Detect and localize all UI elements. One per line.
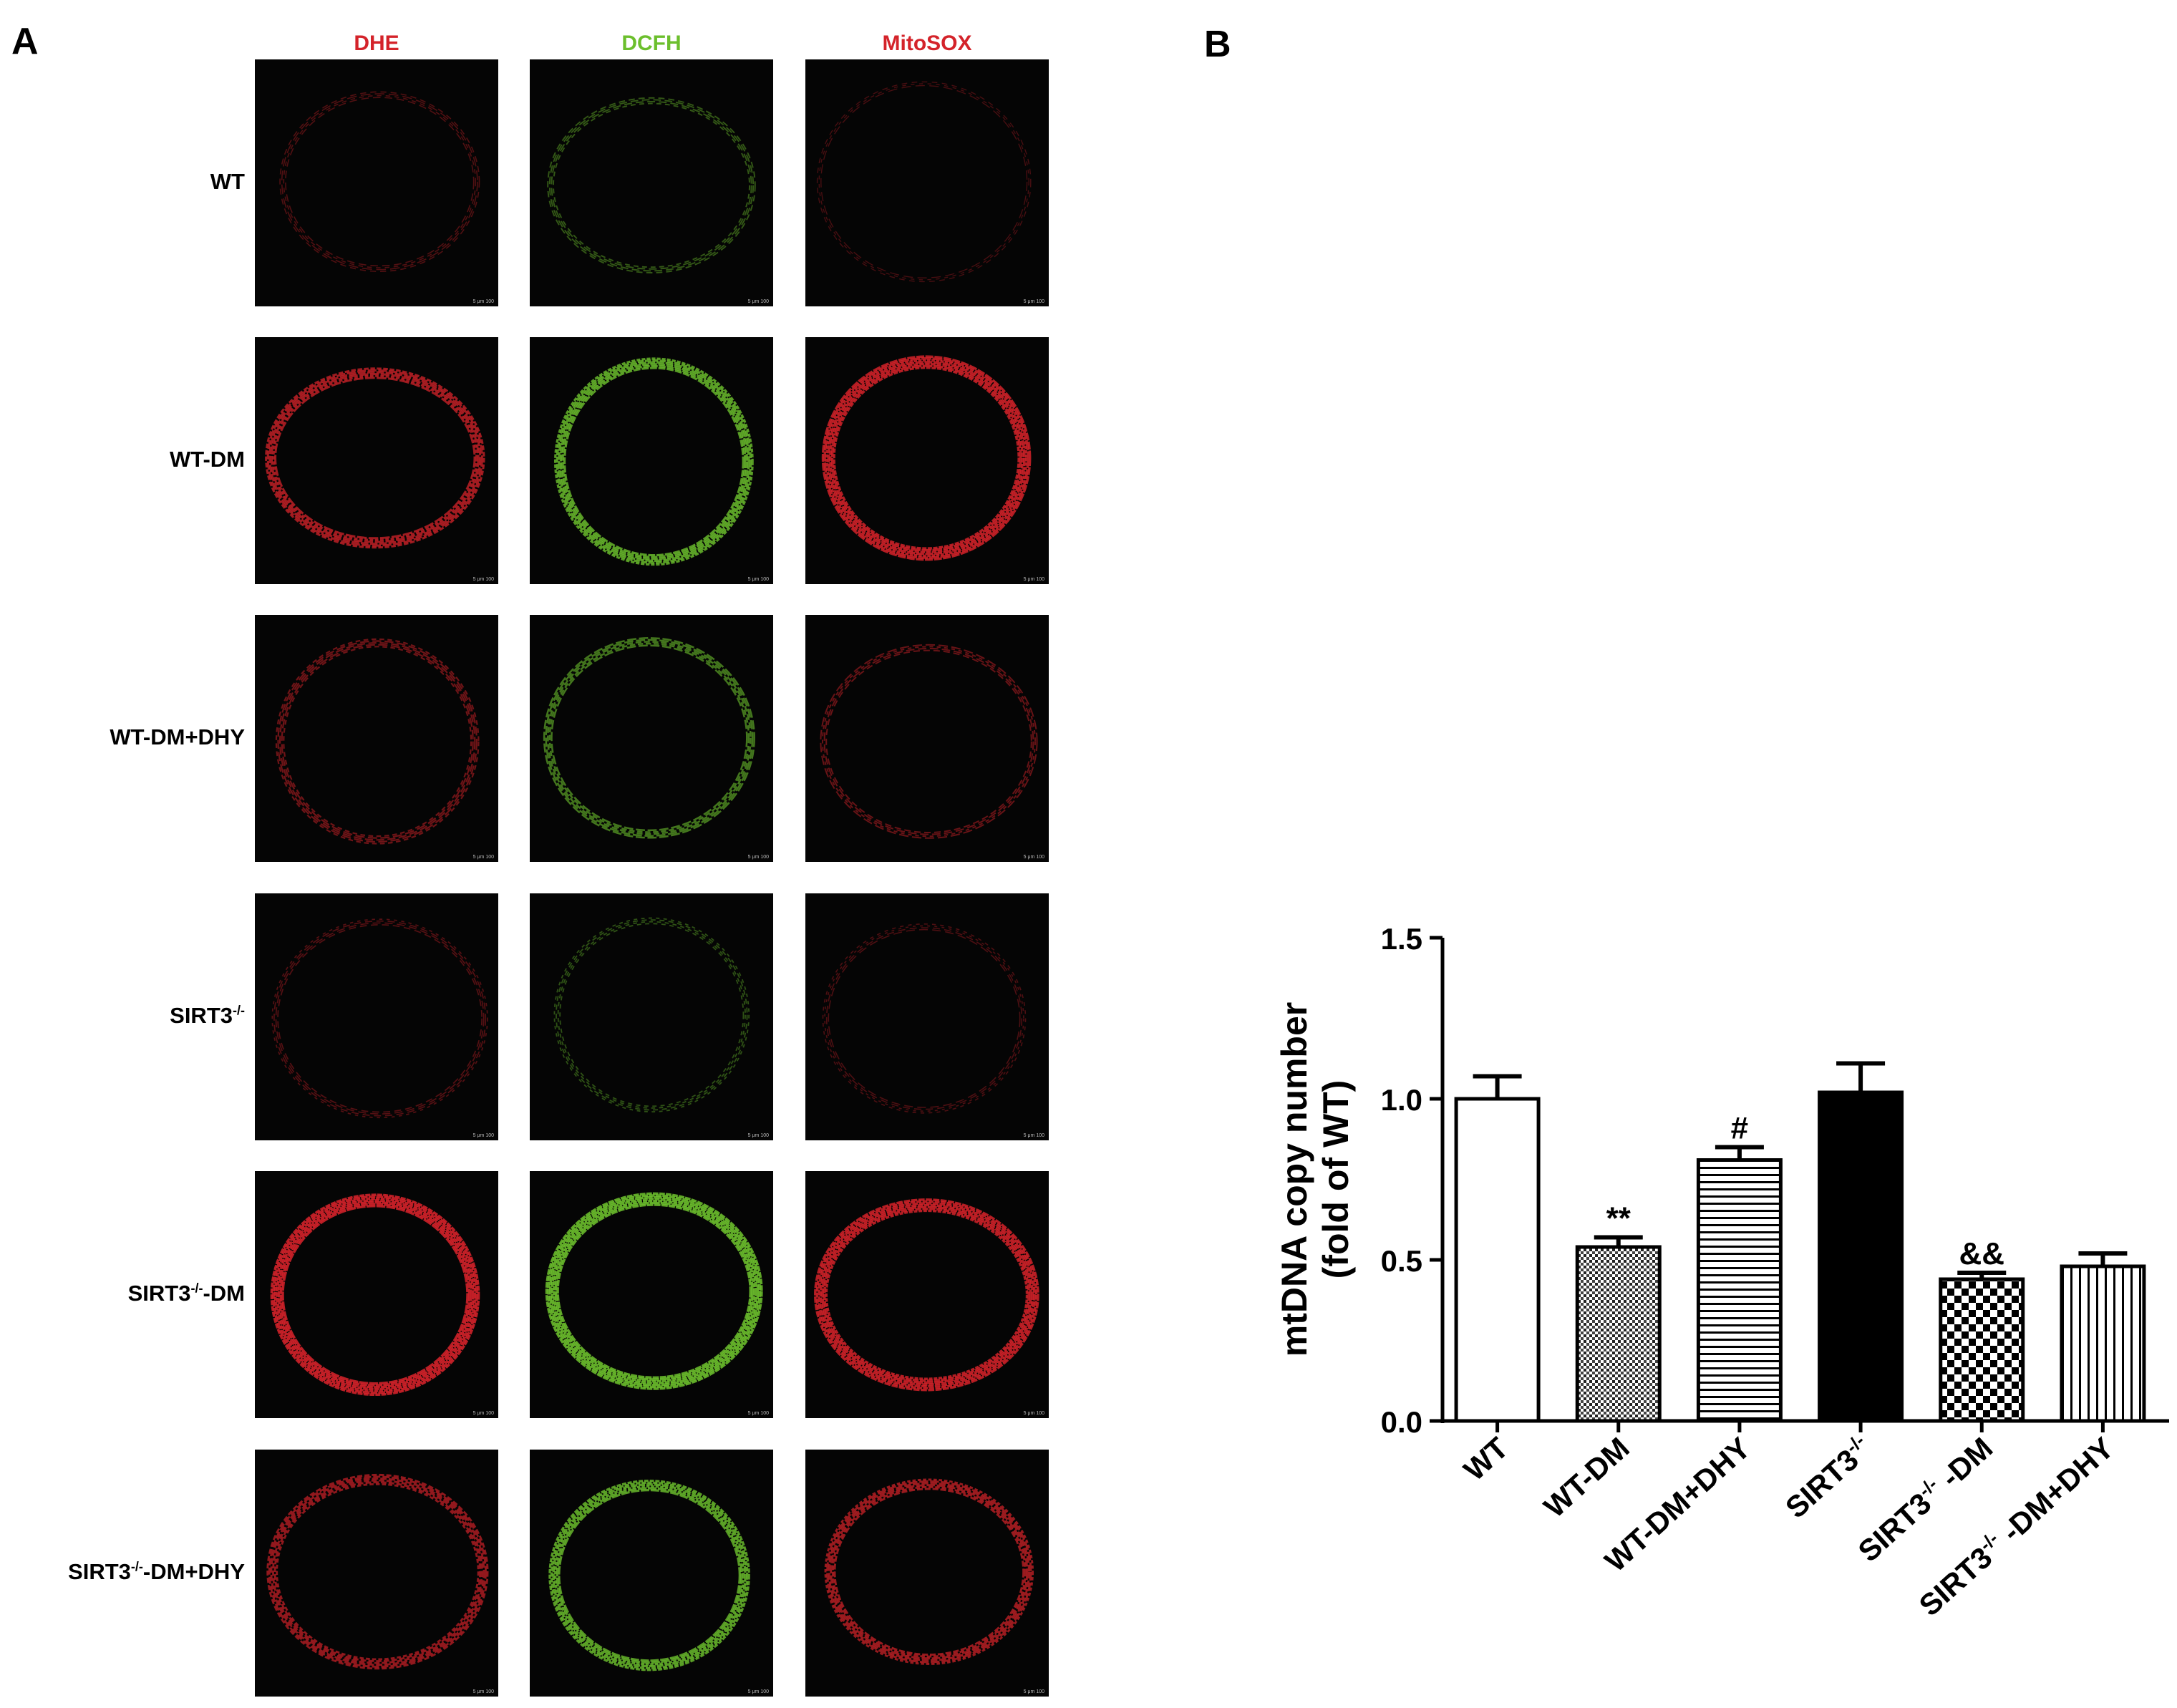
y-tick-label: 0.0 — [1381, 1405, 1422, 1439]
scale-bar-text: 5 μm 100 — [472, 299, 494, 304]
scale-bar-text: 5 μm 100 — [747, 855, 769, 860]
scale-bar-text: 5 μm 100 — [747, 577, 769, 582]
micrograph-dcfh-row-4: 5 μm 100 — [530, 893, 773, 1140]
micrograph-dcfh-row-2: 5 μm 100 — [530, 337, 773, 584]
x-tick-label-2: WT-DM — [1538, 1431, 1636, 1524]
micrograph-dhe-row-1: 5 μm 100 — [255, 59, 498, 306]
bars: ** # && — [1454, 1061, 2146, 1432]
row-label-3: WT-DM+DHY — [110, 724, 245, 749]
panel-b-letter: B — [1204, 24, 1231, 65]
y-tick-label: 0.5 — [1381, 1244, 1422, 1278]
bar-5 — [1939, 1277, 2025, 1423]
column-header-dhe: DHE — [354, 31, 399, 55]
row-label-2: WT-DM — [169, 446, 245, 472]
scale-bar-text: 5 μm 100 — [747, 1411, 769, 1416]
bar-chart-svg: mtDNA copy number (fold of WT) 0.0 0.5 1.0 1… — [1274, 922, 2169, 1622]
axes: 0.0 0.5 1.0 1.5 — [1381, 922, 2169, 1439]
scale-bar-text: 5 μm 100 — [472, 577, 494, 582]
panel-a-letter: A — [11, 21, 39, 62]
micrograph-mitosox-row-5: 5 μm 100 — [805, 1171, 1049, 1418]
vessel-ring-image — [255, 893, 498, 1140]
y-axis-label: mtDNA copy number (fold of WT) — [1274, 1002, 1356, 1357]
bar-3 — [1696, 1158, 1783, 1423]
scale-bar-text: 5 μm 100 — [472, 1133, 494, 1138]
scale-bar-text: 5 μm 100 — [747, 1133, 769, 1138]
micrograph-mitosox-row-1: 5 μm 100 — [805, 59, 1049, 306]
y-tick-label: 1.5 — [1381, 922, 1422, 956]
bar-1 — [1454, 1097, 1541, 1423]
y-axis-title-line-1: mtDNA copy number — [1274, 1002, 1314, 1357]
vessel-ring-image — [805, 1171, 1049, 1418]
micrograph-dhe-row-3: 5 μm 100 — [255, 615, 498, 862]
row-label-5: SIRT3-/--DM — [127, 1280, 245, 1306]
vessel-ring-image — [805, 615, 1049, 862]
vessel-ring-image — [530, 1450, 773, 1697]
micrograph-dhe-row-4: 5 μm 100 — [255, 893, 498, 1140]
scale-bar-text: 5 μm 100 — [1023, 1689, 1044, 1694]
vessel-ring-image — [255, 337, 498, 584]
row-label-4: SIRT3-/- — [170, 1002, 245, 1028]
row-label-1: WT — [210, 168, 245, 194]
scale-bar-text: 5 μm 100 — [747, 299, 769, 304]
micrograph-mitosox-row-4: 5 μm 100 — [805, 893, 1049, 1140]
column-header-mitosox: MitoSOX — [882, 31, 972, 55]
significance-label-2: ** — [1606, 1201, 1631, 1236]
bar-4 — [1818, 1090, 1904, 1423]
micrograph-dhe-row-2: 5 μm 100 — [255, 337, 498, 584]
micrograph-dcfh-row-1: 5 μm 100 — [530, 59, 773, 306]
scale-bar-text: 5 μm 100 — [472, 1689, 494, 1694]
scale-bar-text: 5 μm 100 — [1023, 299, 1044, 304]
micrograph-dcfh-row-3: 5 μm 100 — [530, 615, 773, 862]
scale-bar-text: 5 μm 100 — [1023, 577, 1044, 582]
micrograph-mitosox-row-3: 5 μm 100 — [805, 615, 1049, 862]
row-label-6: SIRT3-/--DM+DHY — [68, 1558, 245, 1584]
scale-bar-text: 5 μm 100 — [472, 1411, 494, 1416]
scale-bar-text: 5 μm 100 — [747, 1689, 769, 1694]
x-tick-label-1: WT — [1458, 1431, 1515, 1488]
vessel-ring-image — [805, 337, 1049, 584]
vessel-ring-image — [255, 615, 498, 862]
vessel-ring-image — [255, 59, 498, 306]
scale-bar-text: 5 μm 100 — [1023, 1133, 1044, 1138]
y-axis-title-line-2: (fold of WT) — [1316, 1080, 1356, 1279]
significance-label-5: && — [1959, 1236, 2004, 1271]
y-tick-label: 1.0 — [1381, 1083, 1422, 1117]
bar-6 — [2060, 1264, 2146, 1423]
vessel-ring-image — [255, 1450, 498, 1697]
vessel-ring-image — [255, 1171, 498, 1418]
micrograph-dcfh-row-5: 5 μm 100 — [530, 1171, 773, 1418]
vessel-ring-image — [805, 893, 1049, 1140]
scale-bar-text: 5 μm 100 — [1023, 1411, 1044, 1416]
bar-2 — [1575, 1245, 1662, 1423]
micrograph-mitosox-row-6: 5 μm 100 — [805, 1450, 1049, 1697]
micrograph-dhe-row-5: 5 μm 100 — [255, 1171, 498, 1418]
micrograph-dhe-row-6: 5 μm 100 — [255, 1450, 498, 1697]
scale-bar-text: 5 μm 100 — [472, 855, 494, 860]
vessel-ring-image — [805, 1450, 1049, 1697]
bar-chart: mtDNA copy number (fold of WT) 0.0 0.5 1.0 1… — [1246, 859, 2176, 1707]
vessel-ring-image — [530, 337, 773, 584]
micrograph-dcfh-row-6: 5 μm 100 — [530, 1450, 773, 1697]
x-tick-label-6: SIRT3-/- -DM+DHY — [1911, 1430, 2120, 1622]
vessel-ring-image — [530, 1171, 773, 1418]
micrograph-mitosox-row-2: 5 μm 100 — [805, 337, 1049, 584]
x-tick-label-4: SIRT3-/- — [1778, 1430, 1878, 1524]
significance-label-3: # — [1731, 1111, 1748, 1146]
vessel-ring-image — [530, 893, 773, 1140]
column-header-dcfh: DCFH — [621, 31, 682, 55]
vessel-ring-image — [530, 615, 773, 862]
scale-bar-text: 5 μm 100 — [1023, 855, 1044, 860]
vessel-ring-image — [805, 59, 1049, 306]
vessel-ring-image — [530, 59, 773, 306]
